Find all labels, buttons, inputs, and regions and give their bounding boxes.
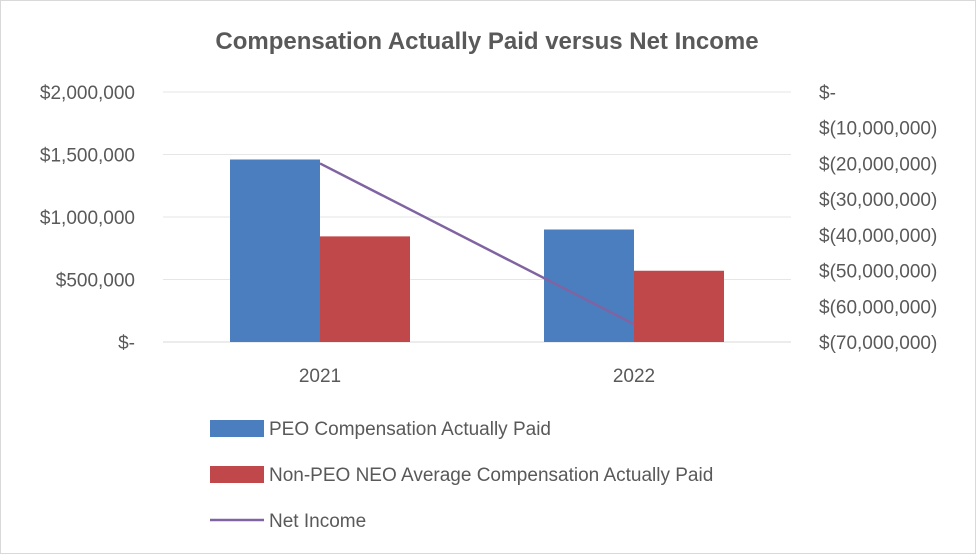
y-left-tick-label: $-: [118, 333, 135, 354]
y-right-tick-label: $(10,000,000): [819, 119, 937, 140]
y-left-tick-label: $1,500,000: [40, 146, 135, 167]
legend-label: PEO Compensation Actually Paid: [269, 419, 551, 440]
legend-label: Net Income: [269, 511, 366, 532]
net-income-line: [319, 162, 635, 326]
legend-swatch: [210, 420, 264, 437]
legend-label: Non-PEO NEO Average Compensation Actuall…: [269, 465, 713, 486]
bars: [230, 159, 724, 342]
x-tick-label: 2022: [613, 366, 655, 387]
axes: $- $500,000 $1,000,000 $1,500,000 $2,000,000…: [40, 83, 937, 387]
legend-swatch: [210, 466, 264, 483]
y-right-tick-label: $(40,000,000): [819, 226, 937, 247]
y-right-tick-label: $(20,000,000): [819, 154, 937, 175]
net-income-line-group: [319, 162, 635, 326]
y-left-tick-label: $2,000,000: [40, 83, 135, 104]
bar-non-peo-neo-average-compensation-actually-paid-2021: [320, 236, 410, 342]
y-right-tick-label: $(30,000,000): [819, 190, 937, 211]
y-left-tick-label: $1,000,000: [40, 208, 135, 229]
legend: PEO Compensation Actually Paid Non-PEO NE…: [210, 419, 713, 532]
bar-peo-compensation-actually-paid-2021: [230, 159, 320, 342]
bar-non-peo-neo-average-compensation-actually-paid-2022: [634, 270, 724, 342]
y-right-tick-label: $(60,000,000): [819, 297, 937, 318]
chart-title: Compensation Actually Paid versus Net In…: [215, 28, 758, 55]
y-right-tick-label: $-: [819, 83, 836, 104]
x-tick-label: 2021: [299, 366, 341, 387]
y-left-tick-label: $500,000: [56, 271, 135, 292]
y-right-tick-label: $(50,000,000): [819, 262, 937, 283]
y-right-tick-label: $(70,000,000): [819, 333, 937, 354]
